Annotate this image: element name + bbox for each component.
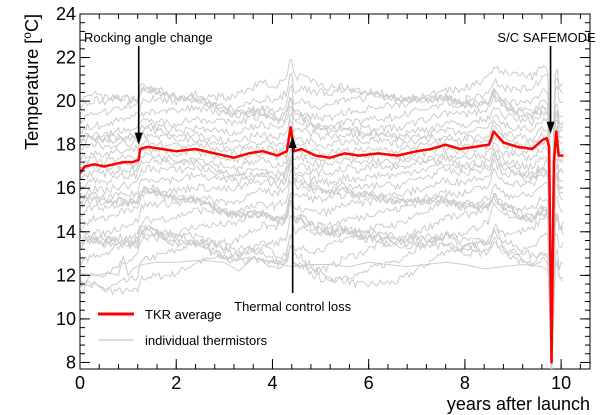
thermistor-line: [80, 105, 564, 360]
y-tick-label: 20: [56, 91, 76, 111]
annotations: Rocking angle change Thermal control loss…: [84, 30, 596, 314]
thermistor-line: [80, 147, 564, 363]
tkr-average-line: [80, 126, 564, 364]
x-tick-label: 6: [364, 373, 374, 393]
thermistor-line: [80, 224, 564, 369]
y-tick-label: 10: [56, 309, 76, 329]
thermistor-line: [80, 192, 564, 369]
y-tick-label: 18: [56, 135, 76, 155]
thermistor-line: [80, 90, 564, 355]
y-axis-label-sup: o: [20, 32, 34, 39]
y-tick-label: 12: [56, 265, 76, 285]
annotation-arrow-head: [288, 135, 297, 148]
annotation-label: Rocking angle change: [84, 30, 213, 45]
annotation-arrow-head: [546, 121, 555, 134]
thermistor-line: [80, 230, 564, 369]
annotation-label: S/C SAFEMODE: [497, 30, 596, 45]
thermistor-line-low: [80, 255, 550, 277]
thermistor-line: [80, 94, 564, 355]
thermistor-line: [80, 150, 564, 366]
thermistor-line: [80, 213, 564, 369]
thermistor-line: [80, 87, 564, 359]
thermistor-line: [80, 118, 564, 360]
thermistor-line: [80, 72, 564, 349]
thermistor-line: [80, 59, 564, 347]
thermistor-line: [80, 84, 564, 353]
x-tick-label: 2: [171, 373, 181, 393]
y-axis-label: Temperature [oC]: [20, 14, 42, 150]
x-tick-label: 0: [75, 373, 85, 393]
y-tick-label: 8: [66, 352, 76, 372]
thermistor-line: [80, 111, 564, 356]
thermistor-line: [80, 138, 564, 363]
y-axis-label-before: Temperature [: [22, 39, 42, 150]
y-tick-label: 24: [56, 4, 76, 24]
thermistor-line: [80, 167, 564, 369]
annotation-arrow-head: [134, 132, 143, 145]
thermistor-line: [80, 228, 564, 369]
y-tick-label: 16: [56, 178, 76, 198]
x-axis-label: years after launch: [447, 394, 590, 414]
legend-label: TKR average: [145, 307, 222, 322]
x-tick-label: 10: [551, 373, 571, 393]
thermistor-lines: [80, 59, 564, 369]
annotation-label: Thermal control loss: [234, 299, 352, 314]
y-axis-label-after: C]: [22, 14, 42, 32]
legend: TKR average individual thermistors: [98, 307, 268, 348]
thermistor-line: [80, 194, 564, 369]
thermistor-line: [80, 125, 564, 362]
thermistor-line: [80, 152, 564, 368]
thermistor-line: [80, 158, 564, 368]
y-tick-label: 14: [56, 222, 76, 242]
x-tick-label: 8: [460, 373, 470, 393]
legend-label: individual thermistors: [145, 333, 268, 348]
tkr-average-line-group: [80, 126, 564, 364]
x-tick-label: 4: [267, 373, 277, 393]
y-tick-label: 22: [56, 48, 76, 68]
